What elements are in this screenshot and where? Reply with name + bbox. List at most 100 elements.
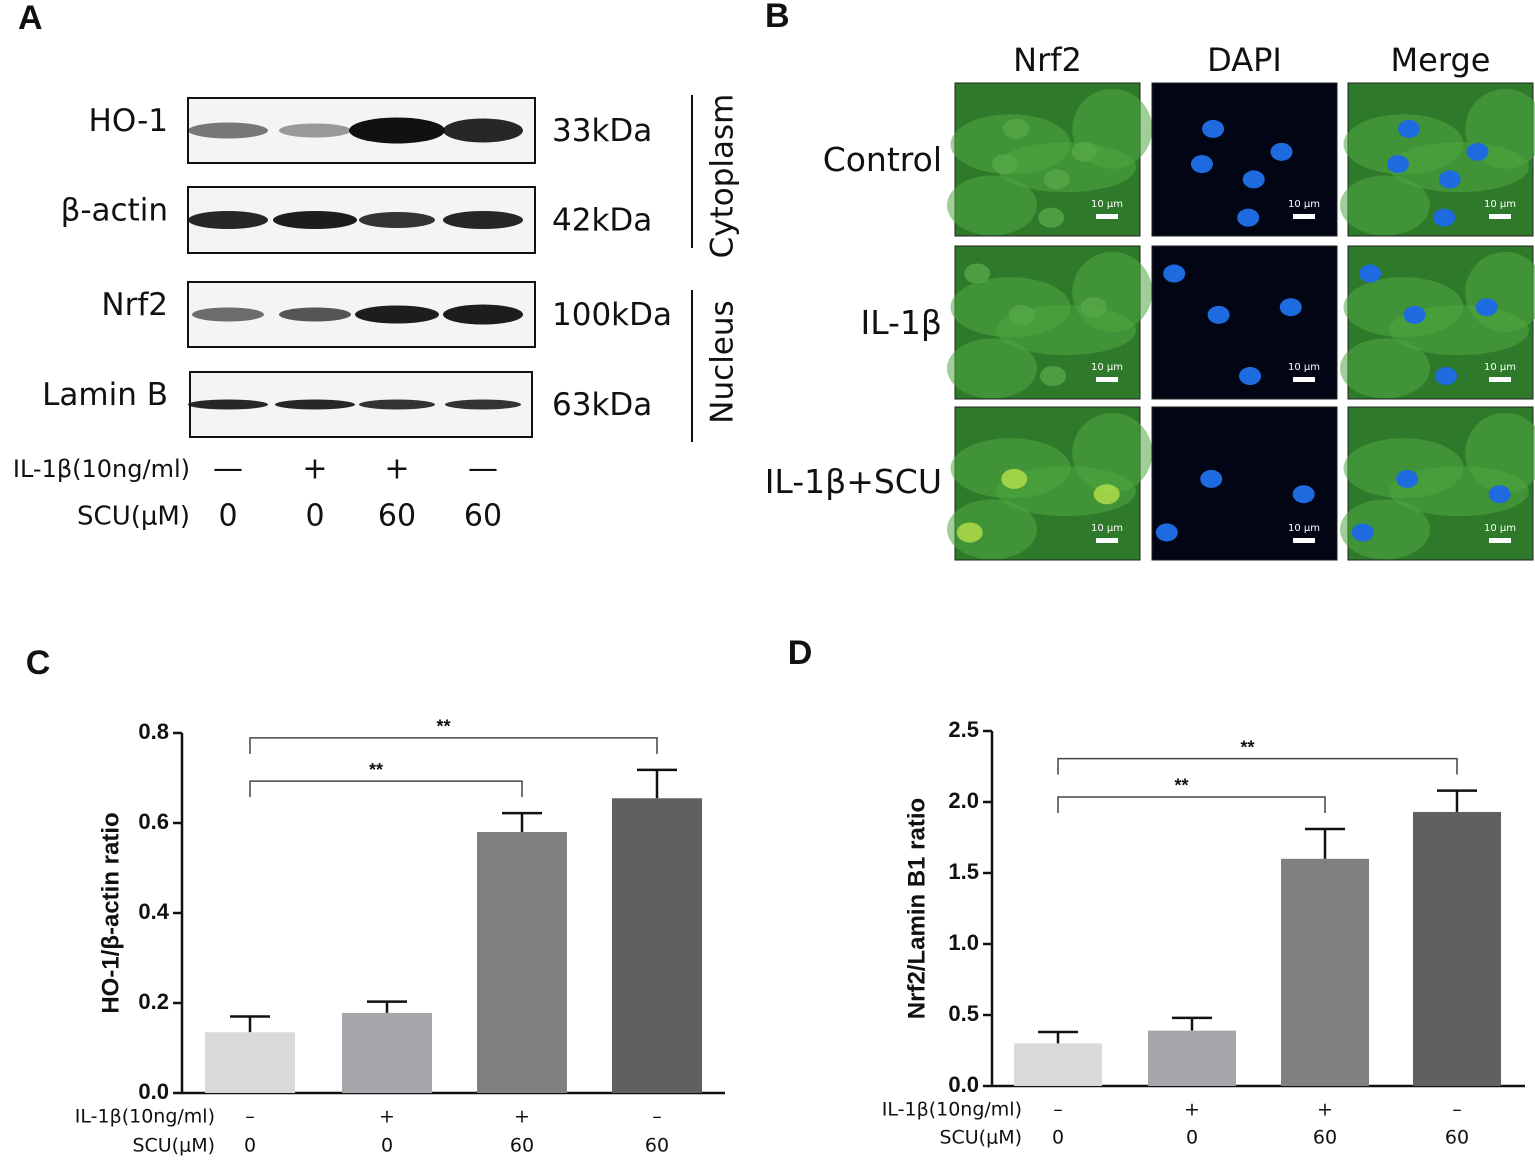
bar [612, 798, 702, 1093]
fluorescence-images: Nrf2 DAPI Merge Control 10 μm 10 μm 10 μm IL-1β… [765, 41, 1535, 561]
bar-chart: D Nrf2/Lamin B1 ratio 0.0 0.5 1.0 1.5 2.0 2.5 **… [788, 634, 1525, 1149]
nucleus [1351, 523, 1374, 542]
panel-label: A [18, 0, 43, 37]
treatment-value: – [245, 1106, 255, 1128]
nucleus-green [1093, 484, 1120, 505]
bar [1014, 1043, 1102, 1086]
nucleus [1435, 367, 1458, 386]
nucleus [1270, 142, 1293, 161]
significance-label: ** [1240, 737, 1254, 757]
nucleus [1239, 367, 1262, 386]
treatment-value: 60 [645, 1135, 669, 1157]
nucleus [1200, 469, 1223, 488]
panel-label: B [765, 0, 790, 35]
scale-bar-label: 10 μm [1091, 362, 1123, 373]
column-header: DAPI [1207, 41, 1282, 79]
scale-bar [1096, 377, 1118, 382]
treatment-label: SCU(μM) [77, 502, 190, 532]
nucleus-green [991, 154, 1018, 175]
compartment-label: Cytoplasm [705, 94, 741, 259]
blot-band [279, 123, 351, 138]
blot-band [443, 211, 523, 229]
bar-chart: C HO-1/β-actin ratio 0.0 0.2 0.4 0.6 0.8 ** ** IL… [26, 644, 725, 1157]
panel-label: D [788, 634, 813, 672]
nucleus [1292, 485, 1315, 504]
significance-bracket [249, 780, 523, 798]
western-blots: HO-1 33kDa β-actin 42kDa Nrf2 100kDa Lamin B 63… [13, 94, 741, 534]
cell-body [1072, 251, 1153, 332]
nucleus-green [956, 522, 983, 543]
treatment-label: IL-1β(10ng/ml) [13, 455, 190, 483]
scale-bar [1489, 214, 1511, 219]
significance-label: ** [369, 760, 383, 780]
blot-band [275, 399, 355, 410]
nucleus-green [1008, 304, 1035, 325]
nucleus [1190, 155, 1213, 174]
y-tick-label: 0.0 [948, 1072, 979, 1097]
cell-body [1072, 412, 1153, 493]
cell-body [947, 175, 1037, 236]
y-tick-label: 0.0 [138, 1079, 169, 1104]
nucleus [1433, 208, 1456, 227]
treatment-value: 60 [464, 499, 502, 534]
treatment-value: 0 [218, 499, 237, 534]
bar [342, 1012, 432, 1093]
nucleus-green [964, 263, 991, 284]
bar [1281, 858, 1369, 1086]
scale-bar-label: 10 μm [1484, 523, 1516, 534]
nucleus-green [1001, 468, 1028, 489]
size-label: 63kDa [552, 387, 652, 423]
treatment-value: — [468, 452, 498, 487]
treatment-value: 60 [1445, 1127, 1469, 1149]
nucleus [1398, 119, 1421, 138]
y-axis-label: Nrf2/Lamin B1 ratio [903, 798, 930, 1019]
size-label: 33kDa [552, 113, 652, 149]
treatment-label: IL-1β(10ng/ml) [75, 1106, 215, 1128]
blot-band [192, 307, 264, 322]
treatment-value: 0 [381, 1135, 393, 1157]
scale-bar [1096, 538, 1118, 543]
treatment-value: + [379, 1106, 395, 1128]
significance-bracket [249, 737, 658, 754]
column-header: Nrf2 [1013, 41, 1082, 79]
treatment-value: + [302, 452, 327, 487]
compartment-label: Nucleus [705, 300, 741, 423]
blot-band [273, 211, 357, 229]
scale-bar-label: 10 μm [1288, 362, 1320, 373]
treatment-value: – [1053, 1099, 1063, 1121]
treatment-label: SCU(μM) [939, 1127, 1022, 1149]
nucleus [1155, 523, 1178, 542]
treatment-value: — [213, 452, 243, 487]
protein-label: HO-1 [89, 103, 168, 139]
blot-band [359, 212, 435, 228]
size-label: 42kDa [552, 203, 652, 239]
treatment-value: + [384, 452, 409, 487]
nucleus-green [1080, 297, 1107, 318]
nucleus [1237, 208, 1260, 227]
nucleus [1438, 170, 1461, 189]
nucleus [1396, 469, 1419, 488]
blot-band [188, 122, 268, 139]
row-label: Control [823, 140, 942, 179]
protein-label: Lamin B [42, 377, 168, 413]
scale-bar [1293, 214, 1315, 219]
cell-body [947, 338, 1037, 399]
treatment-value: 0 [1186, 1127, 1198, 1149]
y-tick-label: 0.4 [138, 899, 169, 924]
nucleus [1279, 298, 1302, 317]
cell-body [947, 499, 1037, 560]
row-label: IL-1β [860, 303, 942, 342]
nucleus-green [1071, 141, 1098, 162]
treatment-value: 0 [305, 499, 324, 534]
nucleus [1242, 170, 1265, 189]
y-tick-label: 0.6 [138, 809, 169, 834]
nucleus [1207, 305, 1230, 324]
treatment-value: 0 [244, 1135, 256, 1157]
y-tick-label: 0.5 [948, 1001, 979, 1026]
bar [205, 1032, 295, 1093]
y-tick-label: 2.0 [948, 788, 979, 813]
treatment-value: + [1317, 1099, 1333, 1121]
y-axis-label: HO-1/β-actin ratio [97, 812, 124, 1013]
protein-label: β-actin [61, 193, 168, 229]
